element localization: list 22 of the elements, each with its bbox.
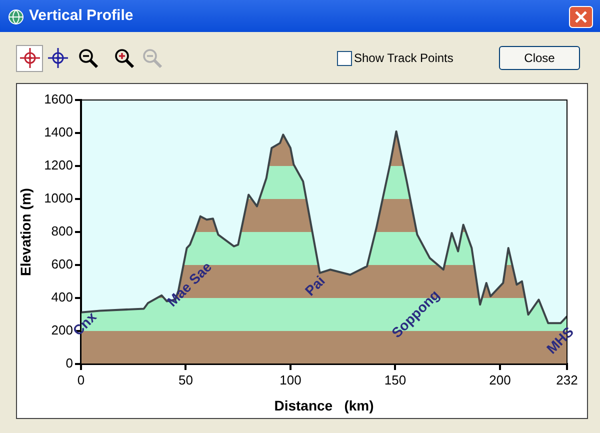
y-tick-label: 600 [51,256,73,272]
y-tick-label: 200 [51,322,73,338]
x-tick-label: 232 [556,372,578,388]
y-tick-label: 400 [51,290,73,305]
x-tick-label: 150 [384,372,406,388]
x-tick-label: 50 [178,372,193,388]
y-tick-label: 1400 [44,124,73,140]
annotation: Mae Sae [164,258,215,310]
annotation: Pai [302,272,328,299]
chart-title: Vertical Profile [29,7,134,24]
y-tick-label: 1200 [44,158,73,173]
text: Close [499,46,580,70]
text: Show Track Points [354,51,454,65]
x-tick-label: 100 [280,372,302,388]
x-tick-label: 0 [77,372,85,388]
x-axis-title: Distance (km) [274,397,374,414]
y-tick-label: 1000 [44,190,73,206]
y-tick-label: 0 [66,356,73,371]
y-tick-label: 800 [51,224,73,239]
y-axis-title: Elevation (m) [17,188,34,276]
y-tick-label: 1600 [44,92,73,107]
x-tick-label: 200 [489,372,511,388]
